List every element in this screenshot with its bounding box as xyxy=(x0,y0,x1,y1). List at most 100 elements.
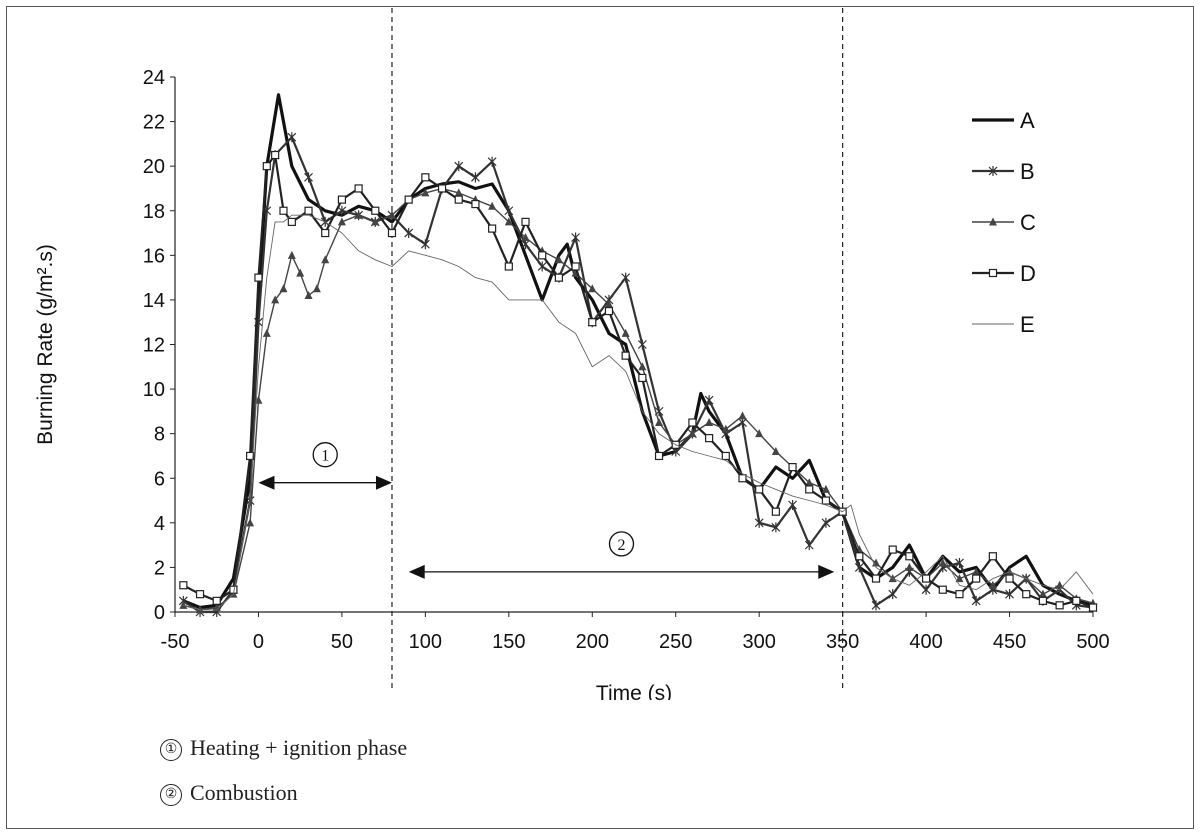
note-heating-symbol: ① xyxy=(160,739,182,761)
data-point-d xyxy=(437,184,447,193)
data-point-b xyxy=(504,205,514,216)
data-point-d xyxy=(454,195,463,204)
data-point-b xyxy=(637,339,647,350)
x-tick-label: 0 xyxy=(253,631,264,653)
data-point-c xyxy=(905,562,914,571)
data-point-c xyxy=(271,295,280,304)
data-point-c xyxy=(296,268,305,277)
data-point-c xyxy=(521,233,530,241)
data-point-c xyxy=(621,328,630,337)
data-point-c xyxy=(337,217,346,226)
data-point-d xyxy=(972,574,981,583)
data-point-b xyxy=(955,557,964,568)
legend-label-d: D xyxy=(1020,261,1036,286)
data-point-c xyxy=(938,558,947,567)
note-combustion-text: Combustion xyxy=(190,780,298,805)
data-point-c xyxy=(179,600,188,609)
y-axis-label: Burning Rate (g/m².s) xyxy=(34,244,57,445)
series-line-a xyxy=(182,93,1094,610)
data-point-c xyxy=(955,574,964,583)
y-tick-label: 16 xyxy=(143,245,165,267)
data-point-d xyxy=(988,552,997,561)
data-point-c xyxy=(212,603,221,612)
data-point-d xyxy=(504,262,513,271)
annotation-arrowhead-right xyxy=(818,564,835,579)
data-point-d xyxy=(588,318,597,327)
data-point-b xyxy=(804,540,814,551)
annotation-arrowhead-left xyxy=(258,475,275,490)
data-point-b xyxy=(420,239,430,250)
note-combustion: ② Combustion xyxy=(160,780,298,806)
legend-marker-d xyxy=(988,268,998,278)
data-point-b xyxy=(304,172,313,183)
data-point-b xyxy=(537,261,547,272)
annotation-arrowhead-right xyxy=(375,475,392,490)
series-line-b xyxy=(182,136,1094,614)
data-point-c xyxy=(588,284,597,293)
legend-label-c: C xyxy=(1020,210,1036,235)
data-point-d xyxy=(621,351,630,360)
data-point-d xyxy=(921,574,931,583)
data-point-c xyxy=(738,411,747,420)
data-point-d xyxy=(604,306,614,316)
legend-label-e: E xyxy=(1020,312,1035,337)
data-point-d xyxy=(1022,590,1031,599)
data-point-b xyxy=(771,522,781,533)
data-point-c xyxy=(312,284,321,293)
y-tick-label: 2 xyxy=(154,557,165,579)
data-point-b xyxy=(704,395,714,406)
data-point-c xyxy=(604,299,613,308)
data-point-d xyxy=(421,173,430,182)
data-point-d xyxy=(688,418,697,427)
data-point-d xyxy=(654,451,664,461)
data-point-c xyxy=(805,478,814,487)
y-tick-label: 14 xyxy=(143,290,165,312)
data-point-c xyxy=(371,217,380,226)
annotation-label: 1 xyxy=(321,448,329,465)
data-point-c xyxy=(638,362,647,371)
data-point-c xyxy=(504,217,513,226)
data-point-d xyxy=(212,596,221,605)
data-point-c xyxy=(1038,589,1047,598)
data-point-c xyxy=(279,284,288,293)
data-point-c xyxy=(771,447,780,455)
x-tick-label: 300 xyxy=(742,631,775,653)
data-point-d xyxy=(1088,603,1098,612)
x-axis-label: Time (s) xyxy=(596,682,672,700)
data-point-d xyxy=(554,273,563,282)
data-point-c xyxy=(705,418,714,427)
data-point-d xyxy=(1038,596,1048,605)
data-point-d xyxy=(755,485,764,494)
data-point-d xyxy=(771,507,780,516)
y-tick-label: 6 xyxy=(154,468,165,490)
data-point-d xyxy=(287,217,296,226)
data-point-d xyxy=(888,545,897,554)
data-point-b xyxy=(854,562,864,573)
y-tick-label: 10 xyxy=(143,379,165,401)
series-a xyxy=(182,93,1094,610)
data-point-d xyxy=(721,451,730,461)
data-point-c xyxy=(755,429,764,438)
data-point-d xyxy=(1005,574,1014,583)
data-point-c xyxy=(488,201,497,210)
data-point-c xyxy=(688,429,697,438)
x-tick-label: 400 xyxy=(909,631,942,653)
series-line-e xyxy=(183,214,1094,611)
x-tick-label: 450 xyxy=(993,631,1026,653)
annotation-circle xyxy=(608,531,635,557)
legend-label-a: A xyxy=(1020,108,1035,133)
note-combustion-symbol: ② xyxy=(160,784,182,806)
note-heating-text: Heating + ignition phase xyxy=(190,735,408,760)
data-point-d xyxy=(246,451,255,461)
y-tick-label: 18 xyxy=(143,201,165,223)
data-point-c xyxy=(554,255,563,264)
data-point-b xyxy=(471,172,480,183)
legend-label-b: B xyxy=(1020,159,1035,184)
data-point-c xyxy=(721,424,730,433)
data-point-d xyxy=(821,496,831,505)
y-tick-label: 12 xyxy=(143,335,165,357)
data-point-c xyxy=(246,518,255,527)
data-point-b xyxy=(404,228,414,239)
data-point-b xyxy=(754,517,764,528)
